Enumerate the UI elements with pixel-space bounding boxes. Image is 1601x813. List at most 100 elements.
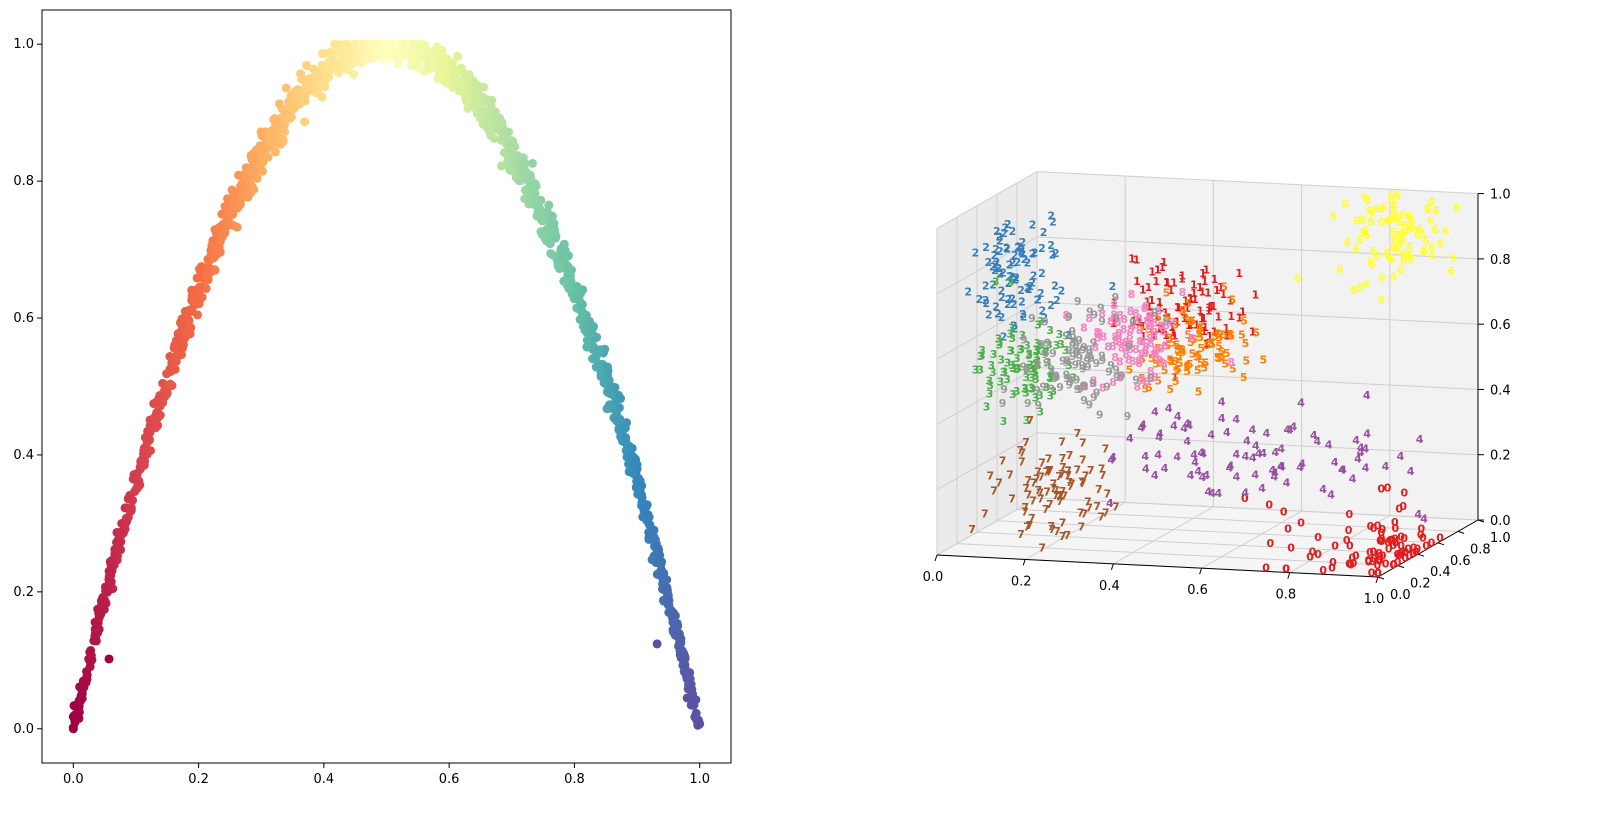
digit-point-4: 4 bbox=[1227, 459, 1235, 472]
digit-point-3: 3 bbox=[983, 401, 991, 414]
digit-point-3: 3 bbox=[1033, 357, 1041, 370]
digit-point-3: 3 bbox=[1057, 338, 1065, 351]
left-point bbox=[522, 174, 532, 184]
digit-point-2: 2 bbox=[1011, 322, 1019, 335]
digit-point-0: 0 bbox=[1398, 546, 1406, 559]
digit-point-9: 9 bbox=[1124, 410, 1132, 423]
digit-point-6: 6 bbox=[1450, 251, 1458, 264]
digit-point-7: 7 bbox=[1038, 542, 1046, 555]
digit-point-2: 2 bbox=[998, 291, 1006, 304]
digit-point-0: 0 bbox=[1367, 520, 1375, 533]
digit-point-4: 4 bbox=[1207, 429, 1215, 442]
digit-point-1: 1 bbox=[1217, 281, 1225, 294]
left-point bbox=[101, 586, 111, 596]
digit-point-2: 2 bbox=[1037, 287, 1045, 300]
digit-point-0: 0 bbox=[1368, 567, 1376, 580]
digit-point-0: 0 bbox=[1328, 562, 1336, 575]
digit-point-2: 2 bbox=[982, 294, 990, 307]
digit-point-0: 0 bbox=[1366, 546, 1374, 559]
digit-point-8: 8 bbox=[1122, 348, 1130, 361]
left-point bbox=[507, 166, 517, 176]
digit-point-4: 4 bbox=[1362, 461, 1370, 474]
left-point bbox=[387, 51, 397, 61]
digit-point-2: 2 bbox=[1031, 246, 1039, 259]
digit-point-5: 5 bbox=[1194, 364, 1202, 377]
digit-point-3: 3 bbox=[1042, 346, 1050, 359]
digit-point-1: 1 bbox=[1219, 288, 1227, 301]
grid-line bbox=[1201, 510, 1302, 569]
digit-point-6: 6 bbox=[1369, 206, 1377, 219]
digit-point-6: 6 bbox=[1294, 272, 1302, 285]
left-point bbox=[128, 474, 138, 484]
digit-point-8: 8 bbox=[1104, 341, 1112, 354]
left-point bbox=[308, 64, 318, 74]
digit-point-8: 8 bbox=[1114, 316, 1122, 329]
left-point bbox=[423, 47, 433, 57]
digit-point-7: 7 bbox=[1046, 465, 1054, 478]
digit-point-9: 9 bbox=[1103, 381, 1111, 394]
digit-point-6: 6 bbox=[1356, 281, 1364, 294]
digit-point-1: 1 bbox=[1160, 256, 1168, 269]
left-point bbox=[112, 551, 122, 561]
digit-point-2: 2 bbox=[1019, 236, 1027, 249]
digit-point-5: 5 bbox=[1187, 315, 1195, 328]
right-x-tick bbox=[1287, 572, 1291, 579]
digit-point-7: 7 bbox=[1059, 461, 1067, 474]
digit-point-9: 9 bbox=[1035, 399, 1043, 412]
digit-point-8: 8 bbox=[1160, 358, 1168, 371]
left-point bbox=[621, 445, 631, 455]
digit-point-2: 2 bbox=[1034, 293, 1042, 306]
digit-point-9: 9 bbox=[1112, 364, 1120, 377]
left-point bbox=[319, 78, 329, 88]
digit-point-6: 6 bbox=[1392, 212, 1400, 225]
digit-point-9: 9 bbox=[1090, 391, 1098, 404]
digit-point-9: 9 bbox=[1078, 359, 1086, 372]
digit-point-0: 0 bbox=[1399, 500, 1407, 513]
digit-point-7: 7 bbox=[1016, 444, 1024, 457]
digit-point-2: 2 bbox=[1028, 277, 1036, 290]
digit-point-7: 7 bbox=[1034, 484, 1042, 497]
digit-point-6: 6 bbox=[1387, 193, 1395, 206]
digit-point-5: 5 bbox=[1229, 362, 1237, 375]
digit-point-9: 9 bbox=[1041, 348, 1049, 361]
digit-point-1: 1 bbox=[1190, 279, 1198, 292]
left-point bbox=[364, 49, 374, 59]
digit-point-9: 9 bbox=[1090, 309, 1098, 322]
right-3d-panes bbox=[937, 171, 1478, 577]
digit-point-5: 5 bbox=[1174, 363, 1182, 376]
digit-point-5: 5 bbox=[1218, 350, 1226, 363]
digit-point-1: 1 bbox=[1159, 322, 1167, 335]
digit-point-8: 8 bbox=[1126, 343, 1134, 356]
digit-point-0: 0 bbox=[1287, 542, 1295, 555]
digit-point-2: 2 bbox=[995, 231, 1003, 244]
digit-point-0: 0 bbox=[1392, 522, 1400, 535]
digit-point-2: 2 bbox=[1017, 284, 1025, 297]
digit-point-0: 0 bbox=[1241, 492, 1249, 505]
digit-point-8: 8 bbox=[1085, 312, 1093, 325]
left-x-tick-label: 0.4 bbox=[314, 772, 335, 787]
left-point bbox=[227, 195, 237, 205]
digit-point-0: 0 bbox=[1314, 531, 1322, 544]
left-point bbox=[424, 63, 434, 73]
digit-point-6: 6 bbox=[1414, 229, 1422, 242]
digit-point-8: 8 bbox=[1126, 330, 1134, 343]
digit-point-5: 5 bbox=[1215, 332, 1223, 345]
digit-point-2: 2 bbox=[1047, 239, 1055, 252]
digit-point-2: 2 bbox=[996, 235, 1004, 248]
digit-point-3: 3 bbox=[1028, 363, 1036, 376]
digit-point-5: 5 bbox=[1145, 381, 1153, 394]
digit-point-6: 6 bbox=[1373, 203, 1381, 216]
digit-point-4: 4 bbox=[1259, 447, 1267, 460]
digit-point-0: 0 bbox=[1369, 555, 1377, 568]
left-point bbox=[305, 82, 315, 92]
digit-point-4: 4 bbox=[1165, 402, 1173, 415]
digit-point-2: 2 bbox=[1008, 271, 1016, 284]
digit-point-8: 8 bbox=[1116, 370, 1124, 383]
digit-point-8: 8 bbox=[1118, 342, 1126, 355]
right-3d-scatter-chart: 0.0 0.2 0.4 0.6 0.8 1.0 0.00.20.40.60.81.00.00… bbox=[923, 171, 1511, 607]
left-point bbox=[270, 147, 280, 157]
digit-point-9: 9 bbox=[1049, 347, 1057, 360]
digit-point-2: 2 bbox=[1009, 225, 1017, 238]
left-point bbox=[272, 121, 282, 131]
